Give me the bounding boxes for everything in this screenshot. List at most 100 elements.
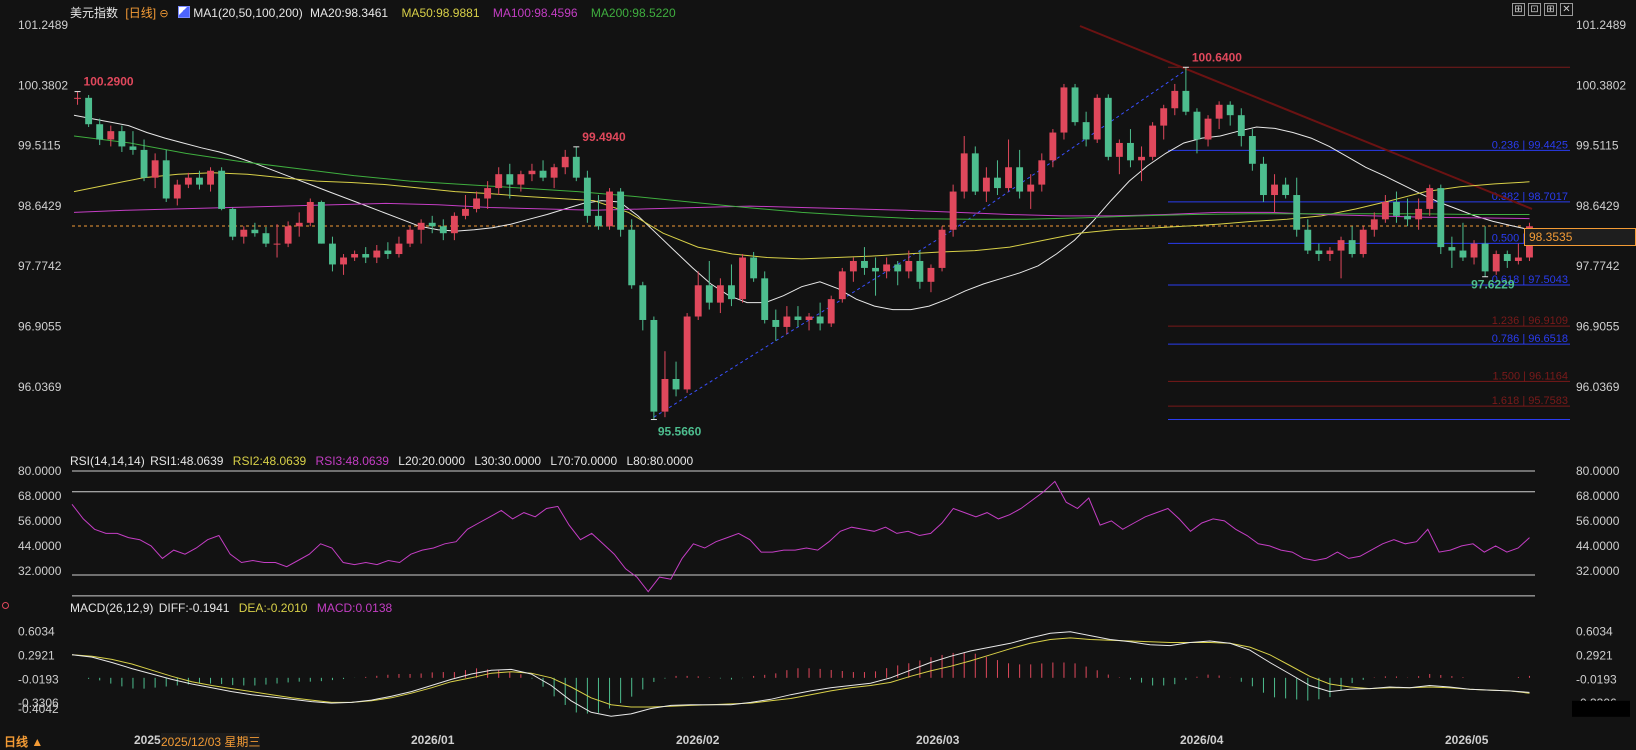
candle-body bbox=[672, 378, 680, 390]
candle-body bbox=[1226, 104, 1234, 116]
ma-indicator-name[interactable]: MA1(20,50,100,200) bbox=[193, 6, 303, 20]
candle-body bbox=[894, 264, 902, 272]
restore-window-icon[interactable]: ⊡ bbox=[1528, 3, 1541, 16]
l20-value: L20:20.0000 bbox=[398, 454, 465, 468]
rsi-axis-label-right: 80.0000 bbox=[1576, 464, 1620, 478]
candle-body bbox=[1138, 156, 1145, 161]
candle-body bbox=[1093, 97, 1101, 140]
price-axis-label-left: 97.7742 bbox=[18, 259, 62, 273]
candle-body bbox=[1149, 125, 1157, 157]
candle-body bbox=[716, 285, 724, 303]
ma50-line bbox=[73, 172, 1530, 260]
candle-body bbox=[162, 160, 170, 199]
candle-body bbox=[1237, 115, 1245, 137]
candle-body bbox=[96, 124, 104, 140]
candle-body bbox=[473, 198, 480, 209]
extreme-price-label: 99.4940 bbox=[582, 130, 626, 144]
candle-body bbox=[960, 153, 968, 192]
candle-body bbox=[262, 233, 270, 244]
macd-axis-label-left: -0.4042 bbox=[18, 702, 59, 716]
candle-body bbox=[1370, 219, 1378, 230]
chart-legend: 美元指数 [日线] ⊖ MA1(20,50,100,200) MA20:98.3… bbox=[70, 4, 676, 21]
candle-body bbox=[1071, 87, 1079, 123]
macd-axis-label-left: -0.0193 bbox=[18, 672, 59, 686]
candle-body bbox=[1215, 104, 1223, 119]
candle-body bbox=[1393, 201, 1400, 216]
rsi-axis-label-left: 56.0000 bbox=[18, 514, 62, 528]
candle-body bbox=[583, 177, 591, 216]
extreme-price-label: 100.2900 bbox=[84, 75, 134, 89]
date-axis-label: 2026/02 bbox=[676, 733, 720, 747]
candle-body bbox=[728, 285, 735, 300]
candle-body bbox=[140, 149, 148, 178]
rsi-axis-label-right: 44.0000 bbox=[1576, 539, 1620, 553]
swing-line bbox=[952, 69, 1187, 231]
candle-body bbox=[1437, 188, 1445, 248]
pane-marker-icon[interactable] bbox=[2, 602, 9, 609]
candle-body bbox=[495, 174, 503, 189]
price-axis-label-right: 97.7742 bbox=[1576, 259, 1620, 273]
candle-body bbox=[617, 191, 625, 230]
candle-body bbox=[761, 278, 769, 320]
ma200-line bbox=[73, 135, 1530, 220]
settings-icon[interactable]: ⊖ bbox=[159, 8, 169, 20]
candle-body bbox=[1348, 240, 1356, 255]
candle-body bbox=[971, 153, 979, 192]
candle-body bbox=[129, 146, 137, 150]
candle-body bbox=[1337, 240, 1345, 251]
candle-body bbox=[1315, 250, 1323, 255]
candle-body bbox=[118, 131, 126, 147]
date-axis-label: 2026/05 bbox=[1445, 733, 1489, 747]
macd-axis-label-left: 0.2921 bbox=[18, 648, 55, 662]
price-axis-label-right: 99.5115 bbox=[1576, 139, 1619, 153]
fibonacci-level-label: 1.618 | 95.7583 bbox=[1492, 395, 1568, 407]
l70-value: L70:70.0000 bbox=[550, 454, 618, 468]
candle-body bbox=[561, 156, 569, 168]
candle-body bbox=[1271, 184, 1278, 196]
candle-body bbox=[861, 260, 868, 268]
price-axis-label-right: 100.3802 bbox=[1576, 78, 1626, 92]
close-window-icon[interactable]: ✕ bbox=[1560, 3, 1573, 16]
candle-body bbox=[650, 319, 658, 412]
candle-body bbox=[207, 170, 214, 185]
fibonacci-level-label: 0.786 | 96.6518 bbox=[1492, 333, 1568, 345]
date-axis-label: 2026/01 bbox=[411, 733, 455, 747]
candle-body bbox=[295, 222, 303, 227]
candle-body bbox=[1514, 257, 1522, 261]
symbol-name[interactable]: 美元指数 bbox=[70, 6, 119, 20]
candle-body bbox=[539, 170, 547, 178]
period-label[interactable]: [日线] bbox=[125, 6, 157, 20]
rsi-axis-label-left: 32.0000 bbox=[18, 564, 62, 578]
candle-body bbox=[173, 184, 181, 199]
rsi3-value: RSI3:48.0639 bbox=[315, 454, 389, 468]
rsi-axis-label-right: 68.0000 bbox=[1576, 489, 1620, 503]
period-button[interactable]: 日线 ▲ bbox=[4, 735, 44, 749]
maximize-window-icon[interactable]: ⊞ bbox=[1544, 3, 1557, 16]
price-axis-label-right: 101.2489 bbox=[1576, 18, 1626, 32]
candle-body bbox=[329, 243, 336, 265]
macd-title: MACD(26,12,9) bbox=[70, 601, 154, 615]
candle-body bbox=[517, 174, 525, 185]
candle-body bbox=[794, 316, 802, 320]
candle-body bbox=[251, 229, 259, 234]
indicator-swatch-icon[interactable] bbox=[177, 6, 190, 18]
candle-body bbox=[705, 285, 713, 303]
candle-body bbox=[506, 174, 514, 185]
candle-body bbox=[1459, 250, 1467, 258]
macd-legend: MACD(26,12,9) DIFF:-0.1941 DEA:-0.2010 M… bbox=[70, 601, 392, 615]
add-window-icon[interactable]: ⊞ bbox=[1512, 3, 1525, 16]
candle-body bbox=[1404, 215, 1411, 220]
macd-axis-label-left: 0.6034 bbox=[18, 625, 55, 639]
candle-body bbox=[938, 229, 946, 268]
macd-last-value-box bbox=[1572, 700, 1630, 717]
candle-body bbox=[739, 257, 746, 300]
rsi-title: RSI(14,14,14) bbox=[70, 454, 145, 468]
candle-body bbox=[606, 191, 613, 227]
candle-body bbox=[1016, 167, 1024, 192]
candle-body bbox=[1481, 243, 1489, 272]
l30-value: L30:30.0000 bbox=[474, 454, 542, 468]
rsi1-value: RSI1:48.0639 bbox=[150, 454, 224, 468]
candle-body bbox=[439, 226, 447, 234]
candle-body bbox=[306, 201, 314, 223]
